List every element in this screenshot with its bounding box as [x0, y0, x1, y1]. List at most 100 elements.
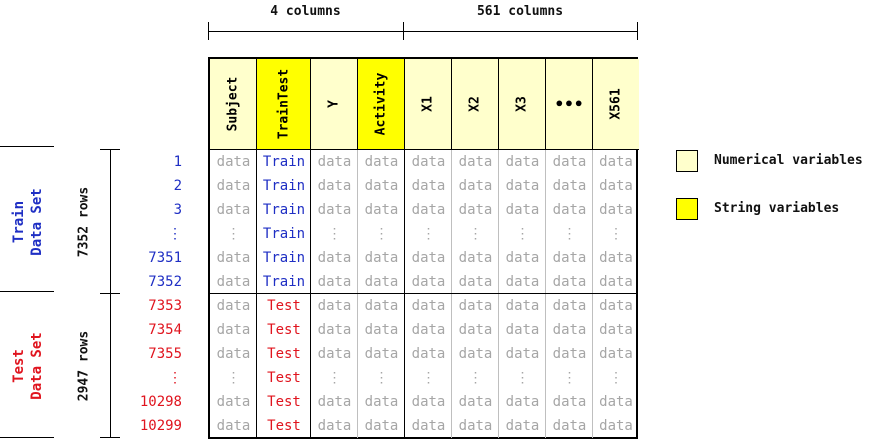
column-header: Subject	[210, 59, 257, 150]
table-cell: data	[505, 178, 540, 194]
table-cell: ⋮	[374, 226, 389, 242]
table-cell: data	[216, 154, 251, 170]
row-count-bracket	[110, 293, 111, 438]
table-cell: ⋮	[421, 226, 436, 242]
column-header: •••	[546, 59, 593, 150]
table-cell: data	[458, 394, 493, 410]
group-title-line2: Data Set	[29, 188, 45, 256]
column-header: X3	[499, 59, 546, 150]
table-cell: data	[458, 298, 493, 314]
row-number: 10298	[139, 394, 182, 410]
table-cell: data	[364, 346, 399, 362]
column-header: X561	[593, 59, 639, 150]
table-cell: data	[458, 154, 493, 170]
table-cell: data	[458, 178, 493, 194]
table-cell: Train	[262, 250, 306, 266]
legend-swatch	[676, 150, 698, 172]
table-cell: data	[505, 322, 540, 338]
table-cell: data	[599, 346, 633, 362]
table-cell: data	[216, 346, 251, 362]
table-cell: data	[552, 346, 587, 362]
table-cell: data	[364, 202, 399, 218]
table-cell: ⋮	[374, 370, 389, 386]
table-cell: data	[505, 298, 540, 314]
table-cell: data	[317, 298, 352, 314]
column-divider	[451, 150, 452, 438]
column-divider	[545, 150, 546, 438]
column-header-label: Activity	[373, 72, 389, 136]
table-cell: ⋮	[421, 370, 436, 386]
group-title: Train Data Set	[10, 188, 46, 255]
table-cell: Test	[267, 298, 301, 314]
table-cell: data	[505, 418, 540, 434]
table-cell: data	[552, 178, 587, 194]
table-cell: ⋮	[327, 370, 342, 386]
table-cell: data	[458, 322, 493, 338]
table-cell: data	[317, 322, 352, 338]
table-cell: data	[317, 394, 352, 410]
table-cell: data	[216, 322, 251, 338]
table-cell: data	[505, 250, 540, 266]
table-cell: data	[317, 154, 352, 170]
table-cell: Train	[262, 226, 306, 242]
table-cell: data	[458, 274, 493, 290]
table-cell: data	[552, 298, 587, 314]
table-cell: data	[216, 298, 251, 314]
row-number: ⋮	[168, 370, 182, 386]
group-title: Test Data Set	[10, 332, 46, 399]
table-cell: data	[552, 202, 587, 218]
table-cell: data	[599, 394, 633, 410]
group-title-line1: Train	[11, 200, 27, 244]
table-cell: data	[364, 250, 399, 266]
group-separator	[0, 291, 54, 292]
table-cell: data	[411, 178, 446, 194]
row-count-bracket	[110, 149, 111, 294]
table-cell: data	[317, 178, 352, 194]
table-cell: data	[216, 202, 251, 218]
brace-label-561-columns: 561 columns	[476, 4, 564, 19]
table-cell: data	[458, 418, 493, 434]
table-cell: data	[599, 178, 633, 194]
train-test-divider	[210, 293, 636, 294]
table-cell: data	[317, 274, 352, 290]
column-header: Activity	[358, 59, 405, 150]
row-count-bracket-tick	[100, 149, 120, 150]
table-cell: data	[317, 250, 352, 266]
table-cell: Train	[262, 202, 306, 218]
group-title-line1: Test	[11, 349, 27, 383]
row-number: 7351	[148, 250, 182, 266]
table-cell: data	[599, 298, 633, 314]
column-header: X1	[405, 59, 452, 150]
column-header-label: X1	[420, 96, 436, 112]
table-cell: ⋮	[562, 370, 577, 386]
group-title-line2: Data Set	[29, 332, 45, 400]
table-cell: data	[364, 418, 399, 434]
table-cell: data	[411, 274, 446, 290]
column-header-label: Subject	[225, 76, 241, 132]
table-cell: data	[216, 394, 251, 410]
table-cell: data	[364, 298, 399, 314]
table-cell: data	[458, 250, 493, 266]
legend-swatch	[676, 198, 698, 220]
table-cell: ⋮	[468, 226, 483, 242]
row-number: 3	[173, 202, 182, 218]
table-cell: data	[505, 154, 540, 170]
column-header-label: X561	[608, 88, 624, 120]
table-cell: data	[364, 154, 399, 170]
brace-line	[208, 31, 638, 32]
row-number: 10299	[139, 418, 182, 434]
table-cell: data	[364, 322, 399, 338]
table-cell: data	[599, 202, 633, 218]
table-cell: data	[411, 394, 446, 410]
group-separator	[0, 437, 54, 438]
column-divider	[498, 150, 499, 438]
table-cell: data	[552, 322, 587, 338]
row-number: ⋮	[168, 226, 182, 242]
table-cell: data	[458, 346, 493, 362]
column-header-label: TrainTest	[276, 68, 291, 140]
column-header-label: X3	[514, 96, 530, 112]
table-cell: ⋮	[515, 370, 530, 386]
brace-label-4-columns: 4 columns	[270, 4, 341, 19]
data-table-grid: Subject TrainTest Y Activity X1 X2 X3 ••• X561 da…	[208, 57, 639, 439]
table-cell: data	[552, 154, 587, 170]
